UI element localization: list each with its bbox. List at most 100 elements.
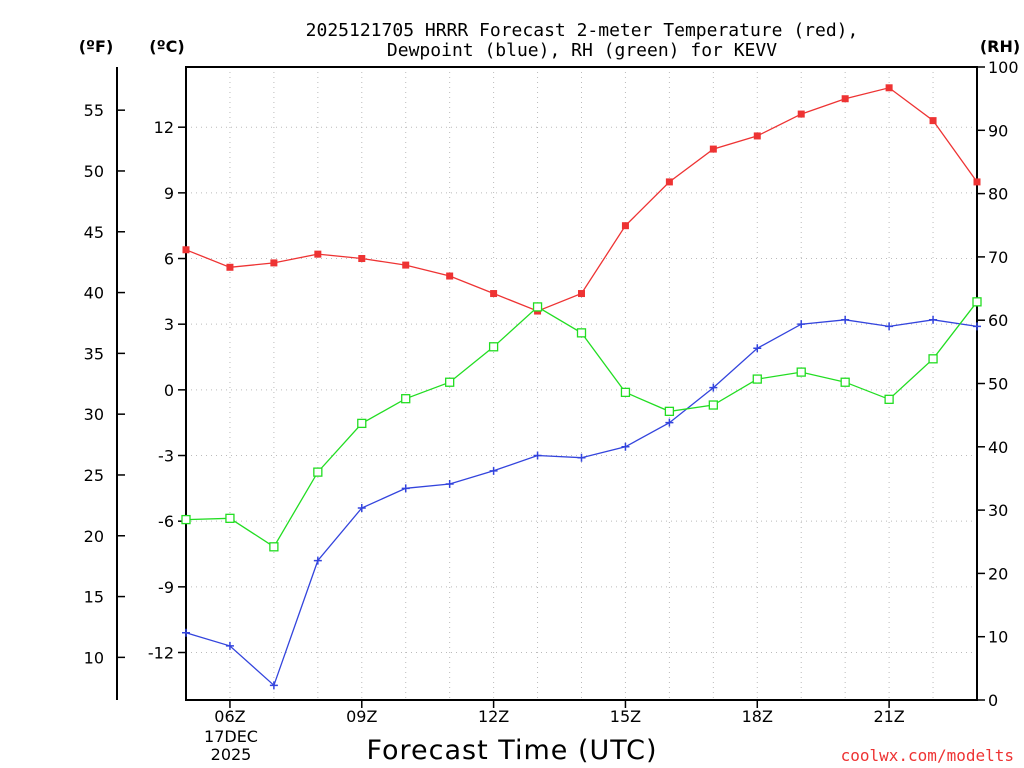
dewpoint-point <box>709 383 718 392</box>
temperature-point <box>446 272 454 280</box>
date-label-day: 17DEC <box>204 727 258 746</box>
dewpoint-point <box>533 451 542 460</box>
rh-point <box>620 387 631 398</box>
x-axis-title: Forecast Time (UTC) <box>366 735 657 766</box>
rh-tick-label: 20 <box>988 564 1008 583</box>
rh-tick-label: 30 <box>988 501 1008 520</box>
fahrenheit-tick-label: 20 <box>84 527 104 546</box>
temperature-point <box>841 95 849 103</box>
credit-label: coolwx.com/modelts <box>841 746 1014 765</box>
unit-rh-label: (RH) <box>980 37 1020 56</box>
celsius-tick-label: 0 <box>164 381 174 400</box>
temperature-point <box>226 263 234 271</box>
fahrenheit-tick-label: 25 <box>84 466 104 485</box>
fahrenheit-tick-label: 15 <box>84 588 104 607</box>
temperature-point <box>885 84 893 92</box>
rh-point <box>181 514 191 525</box>
x-tick-label: 21Z <box>873 707 904 726</box>
date-label-year: 2025 <box>211 745 252 764</box>
dewpoint-point <box>401 484 410 493</box>
fahrenheit-tick-label: 55 <box>84 101 104 120</box>
series-layer <box>181 84 982 690</box>
dewpoint-point <box>445 479 454 488</box>
temperature-point <box>973 178 981 186</box>
x-tick-label: 15Z <box>610 707 641 726</box>
rh-tick-label: 0 <box>988 691 998 710</box>
rh-point <box>840 377 850 387</box>
rh-point <box>972 297 982 307</box>
x-tick-label: 06Z <box>214 707 245 726</box>
rh-point <box>488 342 499 352</box>
dewpoint-point <box>577 453 586 462</box>
dewpoint-point <box>621 442 630 451</box>
dewpoint-point <box>313 556 322 565</box>
unit-celsius-label: (ºC) <box>149 37 184 56</box>
celsius-tick-label: 12 <box>154 118 174 137</box>
rh-tick-label: 100 <box>988 58 1019 77</box>
rh-point <box>313 467 323 477</box>
dewpoint-point <box>357 504 366 513</box>
rh-point <box>532 302 543 312</box>
temperature-point <box>402 261 410 269</box>
rh-point <box>576 328 587 338</box>
unit-fahrenheit-label: (ºF) <box>79 37 114 56</box>
celsius-tick-label: -6 <box>158 512 174 531</box>
dewpoint-point <box>665 418 674 427</box>
fahrenheit-tick-label: 40 <box>84 284 104 303</box>
fahrenheit-tick-label: 50 <box>84 162 104 181</box>
dewpoint-point <box>841 315 850 324</box>
celsius-tick-label: -3 <box>158 447 174 466</box>
dewpoint-point <box>797 320 806 329</box>
dewpoint-point <box>489 466 498 475</box>
rh-point <box>225 513 235 523</box>
fahrenheit-tick-label: 30 <box>84 405 104 424</box>
axes <box>116 66 985 708</box>
grid-lines <box>185 67 978 700</box>
temperature-point <box>621 222 629 230</box>
dewpoint-point <box>885 322 894 331</box>
rh-tick-label: 70 <box>988 248 1008 267</box>
temperature-point <box>797 110 805 118</box>
rh-point <box>401 394 411 404</box>
temperature-point <box>665 178 673 186</box>
dewpoint-point <box>225 641 234 650</box>
rh-series-line <box>185 301 978 548</box>
rh-point <box>884 394 894 404</box>
rh-point <box>269 542 279 552</box>
celsius-tick-label: 6 <box>164 250 174 269</box>
fahrenheit-tick-label: 45 <box>84 223 104 242</box>
temperature-point <box>753 132 761 140</box>
chart-title-line1: 2025121705 HRRR Forecast 2-meter Tempera… <box>306 20 859 41</box>
rh-point <box>796 367 806 377</box>
temperature-point <box>578 290 585 298</box>
celsius-tick-label: -9 <box>158 578 174 597</box>
temperature-point <box>314 250 322 258</box>
dewpoint-point <box>929 315 938 324</box>
fahrenheit-tick-label: 35 <box>84 344 104 363</box>
dewpoint-point <box>753 344 762 353</box>
temperature-point <box>182 246 190 254</box>
temperature-point <box>358 255 366 263</box>
celsius-tick-label: 9 <box>164 184 174 203</box>
dewpoint-point <box>182 628 190 637</box>
tick-labels: 06Z 09Z 12Z 15Z 18Z 21Z -12 -9 -6 -3 0 3 6 9 12 10 15 20 2… <box>84 58 1019 726</box>
celsius-tick-label: -12 <box>148 644 174 663</box>
rh-tick-label: 40 <box>988 438 1008 457</box>
rh-tick-label: 50 <box>988 375 1008 394</box>
x-tick-label: 18Z <box>742 707 773 726</box>
temperature-point <box>929 117 937 125</box>
temperature-point <box>490 290 498 298</box>
fahrenheit-tick-label: 10 <box>84 648 104 667</box>
rh-tick-label: 90 <box>988 121 1008 140</box>
rh-point <box>928 354 938 364</box>
rh-point <box>708 400 718 410</box>
rh-tick-label: 10 <box>988 628 1008 647</box>
rh-point <box>445 377 455 387</box>
temperature-point <box>270 259 278 267</box>
temperature-point <box>709 145 717 153</box>
x-tick-label: 12Z <box>478 707 509 726</box>
rh-tick-label: 80 <box>988 185 1008 204</box>
x-tick-label: 09Z <box>346 707 377 726</box>
celsius-tick-label: 3 <box>164 315 174 334</box>
rh-point <box>664 406 675 417</box>
